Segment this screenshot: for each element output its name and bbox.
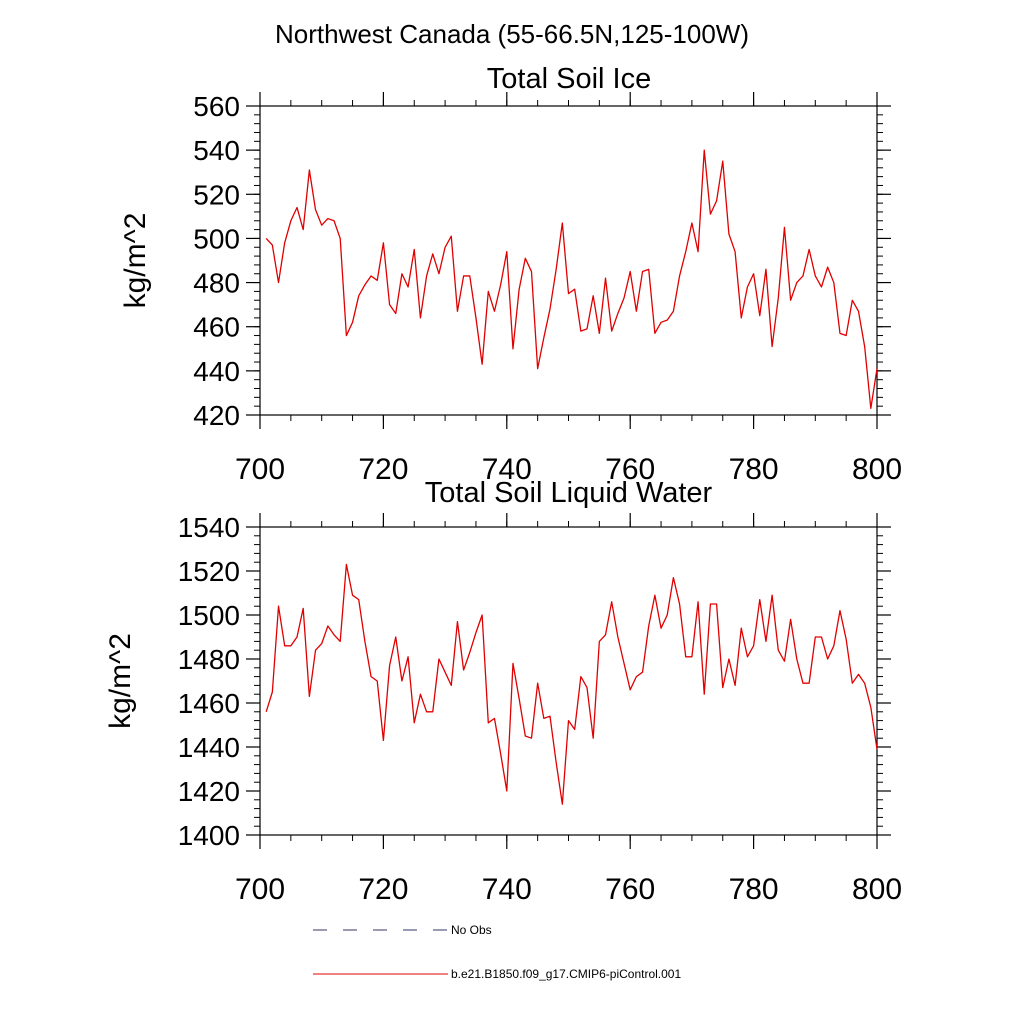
legend: No Obs b.e21.B1850.f09_g17.CMIP6-piContro…	[313, 923, 681, 981]
y-tick-label: 1440	[178, 732, 240, 763]
x-tick-label: 780	[729, 453, 779, 486]
y-tick-label: 420	[193, 400, 240, 431]
y-tick-label: 1460	[178, 688, 240, 719]
legend-label: b.e21.B1850.f09_g17.CMIP6-piControl.001	[451, 967, 681, 981]
x-tick-label: 780	[729, 873, 779, 906]
y-tick-label: 560	[193, 91, 240, 122]
chart-title: Total Soil Ice	[487, 63, 651, 95]
x-tick-label: 720	[358, 453, 408, 486]
y-axis-label: kg/m^2	[104, 633, 137, 729]
y-tick-label: 480	[193, 268, 240, 299]
chart-panel-2: Total Soil Liquid Water kg/m^2 1400 1420 144…	[104, 477, 902, 906]
x-tick-label: 740	[482, 453, 532, 486]
y-tick-label: 460	[193, 312, 240, 343]
y-tick-label: 540	[193, 135, 240, 166]
x-tick-label: 800	[852, 453, 902, 486]
y-tick-label: 440	[193, 356, 240, 387]
series-line	[265, 563, 878, 805]
chart-panel-1: Total Soil Ice kg/m^2 420 440 460 480 500 520 54…	[119, 63, 902, 486]
y-tick-label: 1480	[178, 644, 240, 675]
legend-item-2: b.e21.B1850.f09_g17.CMIP6-piControl.001	[313, 967, 681, 981]
y-tick-label: 520	[193, 179, 240, 210]
y-tick-label: 1500	[178, 600, 240, 631]
x-tick-label: 740	[482, 873, 532, 906]
page-title: Northwest Canada (55-66.5N,125-100W)	[275, 19, 749, 49]
y-tick-label: 1400	[178, 820, 240, 851]
x-tick-label: 760	[605, 873, 655, 906]
x-tick-label: 800	[852, 873, 902, 906]
x-tick-label: 700	[235, 873, 285, 906]
legend-item-1: No Obs	[313, 923, 492, 937]
y-tick-label: 1420	[178, 776, 240, 807]
x-tick-label: 700	[235, 453, 285, 486]
x-tick-label: 760	[605, 453, 655, 486]
series-line	[265, 149, 878, 410]
chart-title: Total Soil Liquid Water	[425, 477, 713, 509]
y-tick-label: 1520	[178, 556, 240, 587]
y-tick-label: 1540	[178, 512, 240, 543]
x-tick-label: 720	[358, 873, 408, 906]
legend-label: No Obs	[451, 923, 492, 937]
chart-panels: Total Soil Ice kg/m^2 420 440 460 480 500 520 54…	[104, 63, 902, 906]
y-tick-label: 500	[193, 223, 240, 254]
y-axis-label: kg/m^2	[119, 213, 152, 309]
